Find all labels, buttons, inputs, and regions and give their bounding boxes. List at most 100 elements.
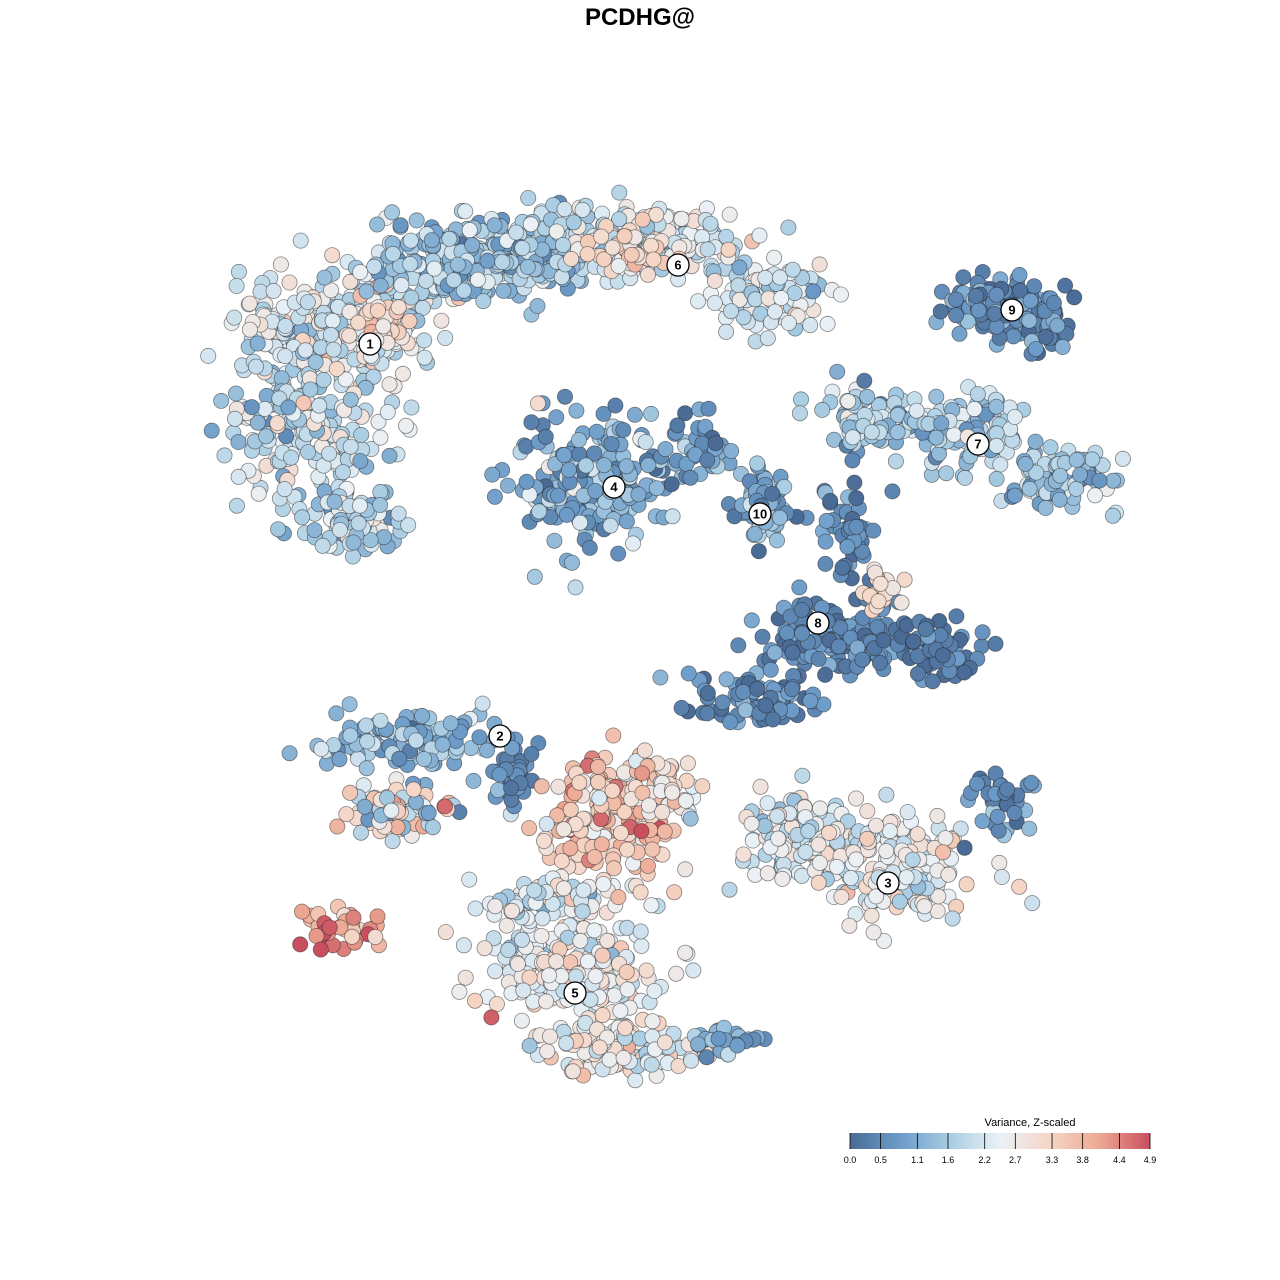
cell-point — [370, 413, 387, 430]
cluster-label-text: 10 — [753, 507, 767, 522]
cell-point — [784, 681, 801, 698]
cell-point — [350, 515, 367, 532]
cell-point — [957, 469, 974, 486]
cluster-labels: 1 2 3 4 5 6 7 8 9 10 — [358, 253, 1024, 1005]
cell-point — [1021, 480, 1038, 497]
cell-point — [834, 559, 851, 576]
cell-point — [393, 277, 410, 294]
cell-point — [746, 526, 763, 543]
cell-point — [358, 760, 375, 777]
cell-point — [718, 228, 735, 245]
cell-point — [475, 293, 492, 310]
cell-point — [694, 778, 711, 795]
cell-point — [474, 695, 491, 712]
cell-point — [863, 424, 880, 441]
cell-point — [822, 492, 839, 509]
cell-point — [423, 232, 440, 249]
cell-point — [766, 644, 783, 661]
cell-point — [814, 401, 831, 418]
cell-point — [726, 508, 743, 525]
cell-point — [632, 884, 649, 901]
cell-point — [564, 554, 581, 571]
cell-point — [369, 908, 386, 925]
cell-point — [817, 666, 834, 683]
cell-point — [321, 919, 338, 936]
cell-point — [416, 332, 433, 349]
cell-point — [679, 755, 696, 772]
cell-point — [299, 294, 316, 311]
color-legend: Variance, Z-scaled 0.0 0.5 1.1 1.6 2.2 2.7 3.3… — [844, 1117, 1157, 1165]
cell-point — [504, 740, 521, 757]
cell-point — [771, 509, 788, 526]
cell-point — [533, 778, 550, 795]
cell-point — [568, 402, 585, 419]
cell-point — [993, 869, 1010, 886]
cell-point — [276, 481, 293, 498]
cell-point — [720, 241, 737, 258]
cell-point — [991, 854, 1008, 871]
cell-point — [767, 303, 784, 320]
cell-point — [402, 232, 419, 249]
cell-point — [955, 269, 972, 286]
cell-point — [478, 742, 495, 759]
cell-point — [562, 801, 579, 818]
cell-point — [1091, 472, 1108, 489]
cell-point — [522, 216, 539, 233]
cell-point — [718, 671, 735, 688]
cell-point — [714, 694, 731, 711]
cell-point — [619, 981, 636, 998]
cell-point — [216, 447, 233, 464]
cell-point — [591, 790, 608, 807]
cell-point — [938, 465, 955, 482]
cell-point — [940, 866, 957, 883]
cell-point — [1051, 491, 1068, 508]
cluster-label-5: 5 — [563, 981, 587, 1005]
cell-point — [529, 297, 546, 314]
cell-point — [988, 286, 1005, 303]
cell-point — [754, 628, 771, 645]
cell-point — [859, 388, 876, 405]
cell-point — [461, 222, 478, 239]
cell-point — [841, 917, 858, 934]
cell-point — [257, 428, 274, 445]
cell-point — [249, 414, 266, 431]
cell-point — [365, 368, 382, 385]
cluster-label-text: 1 — [366, 337, 373, 352]
cell-point — [607, 397, 624, 414]
cell-point — [372, 712, 389, 729]
cell-point — [345, 534, 362, 551]
cell-point — [230, 263, 247, 280]
cell-point — [500, 942, 517, 959]
cell-point — [537, 428, 554, 445]
cell-point — [1052, 467, 1069, 484]
cell-point — [1006, 804, 1023, 821]
cell-point — [358, 717, 375, 734]
cell-point — [616, 228, 633, 245]
cell-point — [270, 521, 287, 538]
cell-point — [322, 326, 339, 343]
cell-point — [526, 568, 543, 585]
cell-point — [644, 1013, 661, 1030]
cell-point — [550, 778, 567, 795]
cell-point — [951, 325, 968, 342]
cell-point — [341, 327, 358, 344]
cell-point — [723, 303, 740, 320]
cell-point — [471, 729, 488, 746]
cell-point — [904, 851, 921, 868]
cell-point — [426, 260, 443, 277]
cell-point — [548, 223, 565, 240]
cluster-label-text: 7 — [974, 437, 981, 452]
cell-point — [848, 790, 865, 807]
cell-point — [617, 1020, 634, 1037]
cell-point — [784, 261, 801, 278]
cell-point — [341, 303, 358, 320]
cell-point — [579, 953, 596, 970]
cell-point — [515, 982, 532, 999]
legend-tick-label: 4.9 — [1144, 1155, 1157, 1165]
cell-point — [449, 256, 466, 273]
cell-point — [599, 932, 616, 949]
cell-point — [641, 797, 658, 814]
cell-point — [832, 619, 849, 636]
cell-point — [1024, 895, 1041, 912]
cell-point — [356, 798, 373, 815]
